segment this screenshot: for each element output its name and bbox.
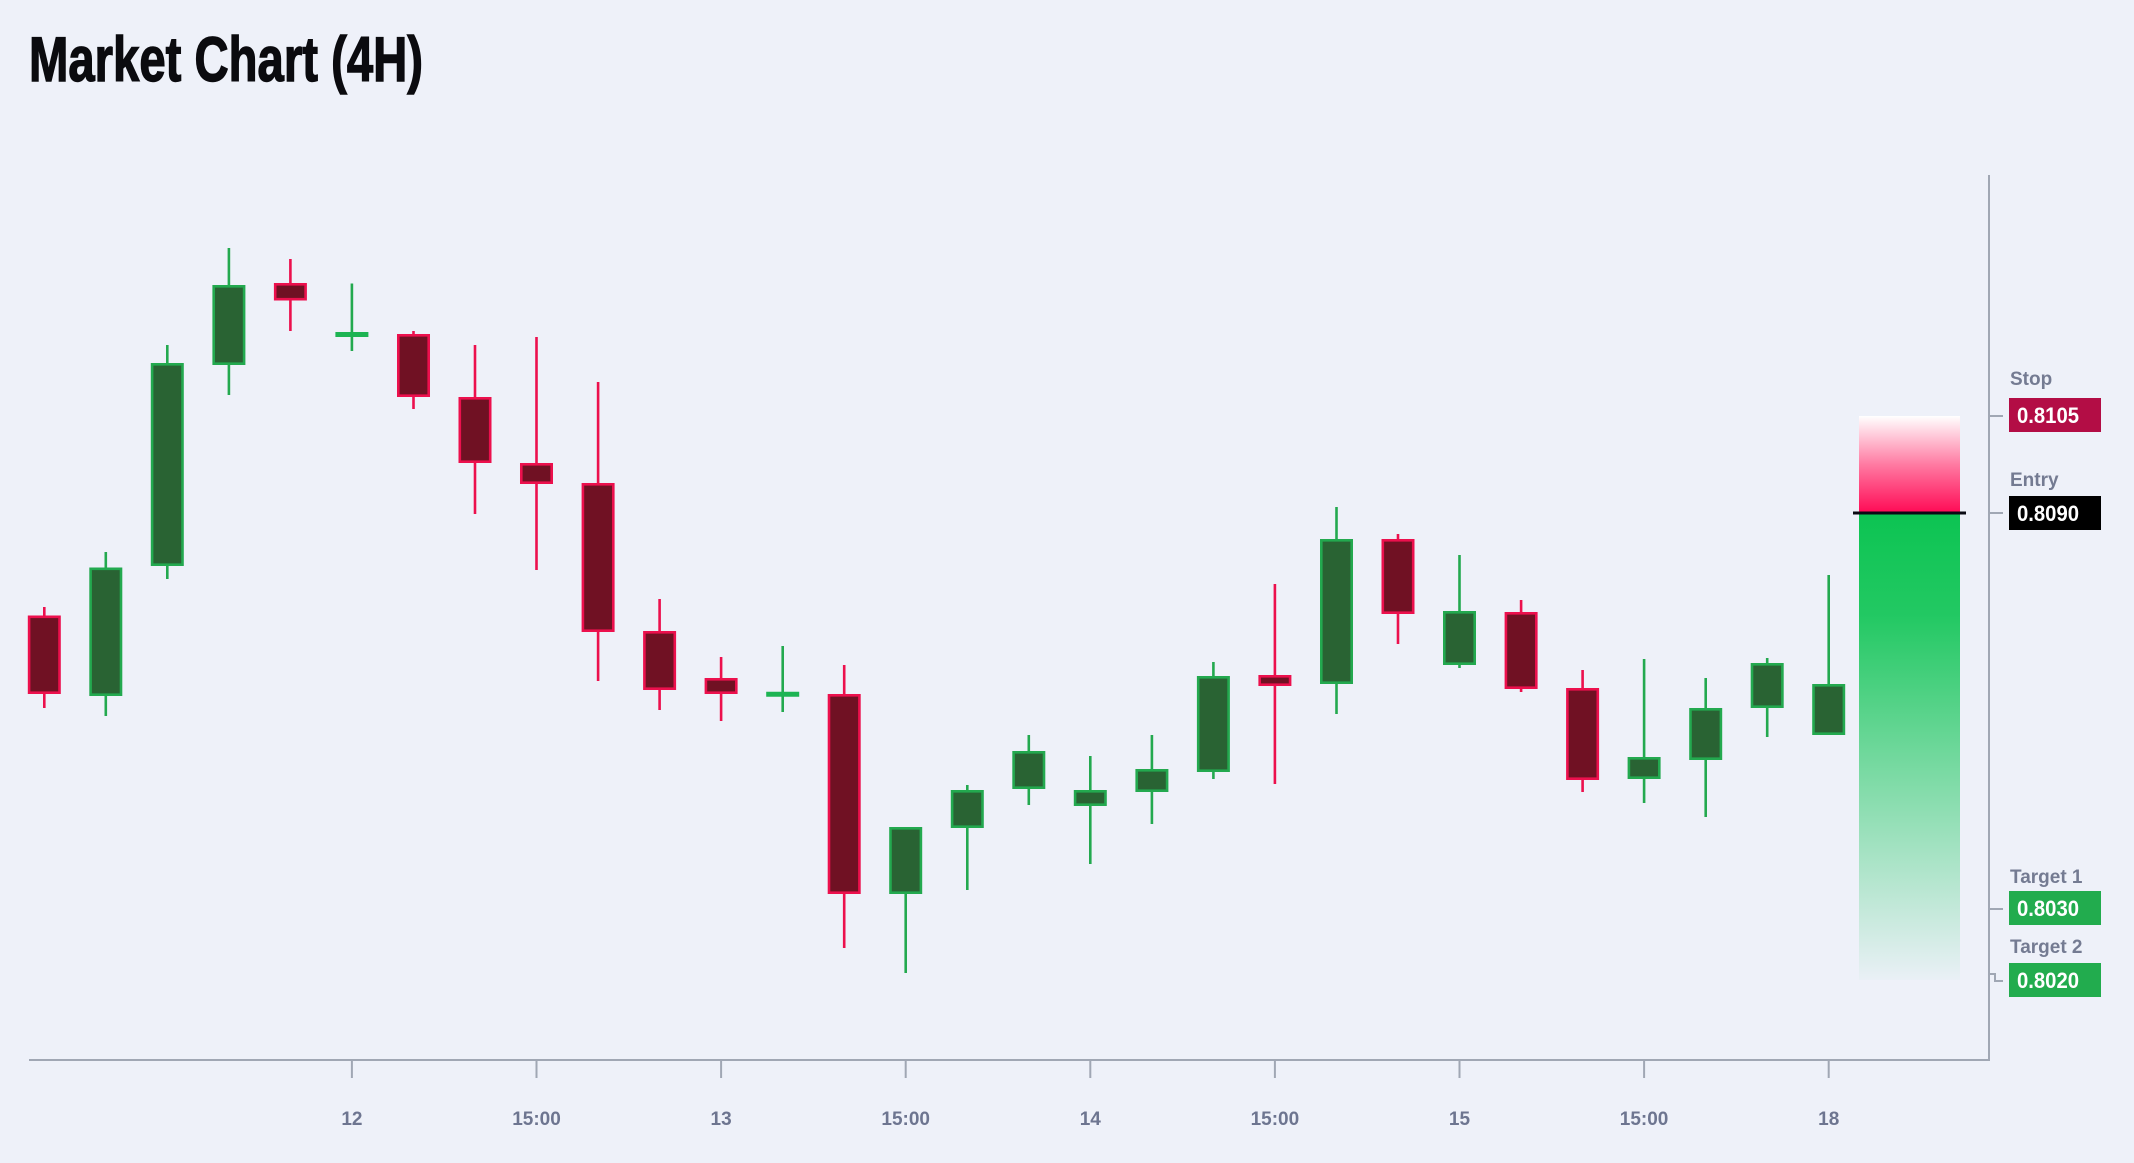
svg-text:0.8020: 0.8020 xyxy=(2017,968,2079,993)
svg-text:Entry: Entry xyxy=(2010,470,2059,491)
svg-text:12: 12 xyxy=(341,1109,362,1130)
svg-text:0.8090: 0.8090 xyxy=(2017,501,2079,526)
svg-text:18: 18 xyxy=(1818,1109,1839,1130)
svg-text:Stop: Stop xyxy=(2010,369,2052,390)
svg-text:0.8105: 0.8105 xyxy=(2017,403,2079,428)
svg-text:15:00: 15:00 xyxy=(1251,1109,1300,1130)
svg-text:13: 13 xyxy=(711,1109,732,1130)
svg-text:15:00: 15:00 xyxy=(512,1109,561,1130)
svg-text:15: 15 xyxy=(1449,1109,1471,1130)
svg-text:15:00: 15:00 xyxy=(881,1109,930,1130)
svg-text:15:00: 15:00 xyxy=(1620,1109,1669,1130)
svg-text:Target 2: Target 2 xyxy=(2010,937,2083,958)
svg-text:14: 14 xyxy=(1080,1109,1102,1130)
svg-text:0.8030: 0.8030 xyxy=(2017,896,2079,921)
svg-text:Market Chart (4H): Market Chart (4H) xyxy=(29,25,423,95)
svg-text:Target 1: Target 1 xyxy=(2010,867,2083,888)
